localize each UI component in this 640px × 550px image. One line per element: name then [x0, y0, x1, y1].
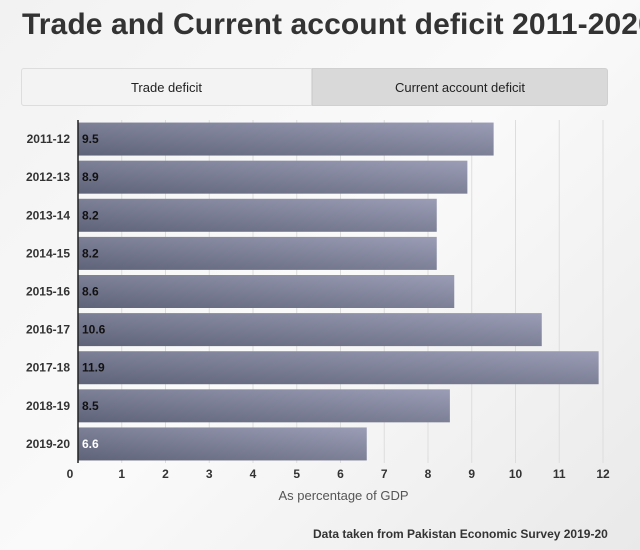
chart-title: Trade and Current account deficit 2011-2…: [22, 8, 640, 41]
x-tick-label: 11: [553, 467, 566, 481]
x-tick-label: 6: [337, 467, 344, 481]
bar-value-label: 6.6: [82, 437, 99, 451]
x-tick-label: 12: [596, 467, 610, 481]
category-label: 2015-16: [26, 285, 70, 299]
bar-value-label: 8.2: [82, 246, 99, 260]
category-label: 2012-13: [26, 170, 70, 184]
bar: [78, 198, 437, 232]
bar-value-label: 9.5: [82, 132, 99, 146]
bar: [78, 351, 599, 385]
category-label: 2017-18: [26, 361, 70, 375]
tab-bar: Trade deficit Current account deficit: [21, 68, 608, 106]
bar-value-label: 8.5: [82, 399, 99, 413]
bar-value-label: 11.9: [82, 361, 105, 375]
bar: [78, 122, 494, 156]
tab-current-account-deficit[interactable]: Current account deficit: [312, 68, 608, 106]
category-label: 2013-14: [26, 208, 70, 222]
bar-value-label: 8.2: [82, 208, 99, 222]
category-label: 2016-17: [26, 323, 70, 337]
category-label: 2019-20: [26, 437, 70, 451]
x-tick-label: 1: [118, 467, 125, 481]
x-tick-label: 9: [468, 467, 475, 481]
x-tick-label: 4: [250, 467, 257, 481]
bar: [78, 313, 542, 347]
source-note: Data taken from Pakistan Economic Survey…: [313, 527, 608, 541]
x-tick-label: 10: [509, 467, 523, 481]
x-tick-label: 5: [293, 467, 300, 481]
x-tick-label: 8: [425, 467, 432, 481]
tab-trade-deficit[interactable]: Trade deficit: [21, 68, 312, 106]
bar-value-label: 10.6: [82, 323, 106, 337]
category-label: 2018-19: [26, 399, 70, 413]
x-tick-label: 7: [381, 467, 388, 481]
bar: [78, 236, 437, 270]
x-tick-label: 0: [67, 467, 74, 481]
bar-value-label: 8.9: [82, 170, 99, 184]
x-axis-title: As percentage of GDP: [278, 488, 408, 503]
bar: [78, 427, 367, 461]
category-label: 2011-12: [27, 132, 71, 146]
bar-value-label: 8.6: [82, 285, 99, 299]
bar: [78, 160, 468, 194]
x-tick-label: 3: [206, 467, 213, 481]
bar: [78, 275, 455, 308]
category-label: 2014-15: [26, 246, 70, 260]
x-tick-label: 2: [162, 467, 169, 481]
bar: [78, 389, 450, 423]
